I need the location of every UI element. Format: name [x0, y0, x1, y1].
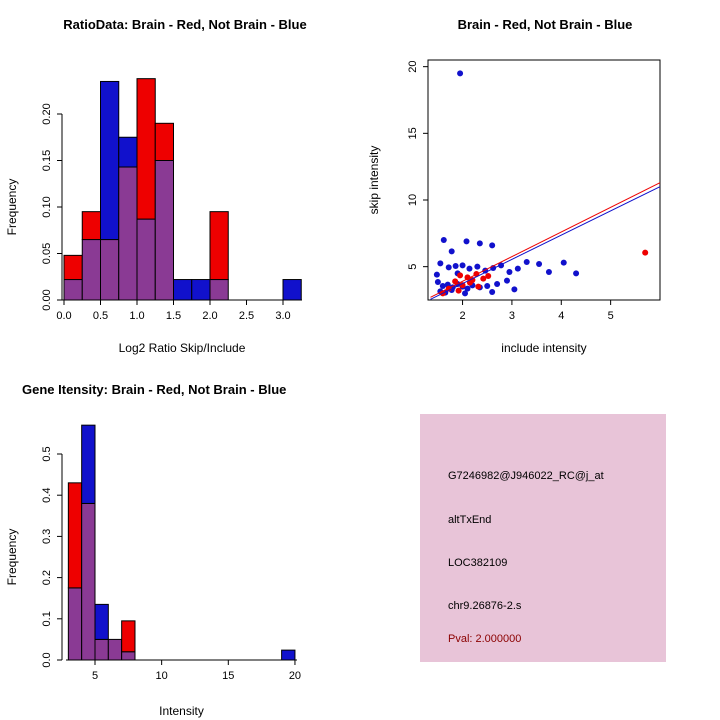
svg-text:5: 5 [608, 310, 614, 322]
hist-ratio-title: RatioData: Brain - Red, Not Brain - Blue [63, 17, 307, 32]
gene-symbol: LOC382109 [448, 557, 508, 569]
svg-text:2.0: 2.0 [202, 310, 217, 322]
svg-text:Log2 Ratio Skip/Include: Log2 Ratio Skip/Include [119, 341, 246, 355]
svg-text:5: 5 [407, 264, 419, 270]
svg-text:20: 20 [289, 670, 301, 682]
intensity-scatter-chart: 2 3 4 5 5 10 15 20 include intensity skip intensi… [367, 59, 661, 355]
svg-text:5: 5 [92, 670, 98, 682]
probe-id: G7246982@J946022_RC@j_at [448, 470, 604, 482]
svg-text:Frequency: Frequency [5, 179, 19, 236]
svg-text:0.00: 0.00 [41, 289, 53, 310]
svg-text:0.15: 0.15 [41, 150, 53, 171]
svg-text:4: 4 [558, 310, 564, 322]
svg-text:0.3: 0.3 [41, 529, 53, 544]
svg-text:Intensity: Intensity [159, 704, 204, 718]
svg-text:15: 15 [222, 670, 234, 682]
svg-text:20: 20 [407, 61, 419, 73]
svg-text:0.0: 0.0 [56, 310, 71, 322]
svg-text:0.20: 0.20 [41, 103, 53, 124]
svg-text:10: 10 [156, 670, 168, 682]
svg-text:0.10: 0.10 [41, 196, 53, 217]
svg-text:Frequency: Frequency [5, 529, 19, 586]
splice-event-type: altTxEnd [448, 514, 492, 526]
svg-text:skip intensity: skip intensity [367, 146, 381, 215]
svg-text:1.0: 1.0 [129, 310, 144, 322]
chromosome-location: chr9.26876-2.s [448, 600, 522, 612]
scatter-title: Brain - Red, Not Brain - Blue [457, 17, 633, 32]
svg-text:0.0: 0.0 [41, 652, 53, 667]
ratio-histogram-chart: 0.0 0.5 1.0 1.5 2.0 2.5 3.0 0.00 0.05 0.10 0.15 0.2… [5, 78, 302, 355]
svg-text:2: 2 [459, 310, 465, 322]
svg-text:0.5: 0.5 [41, 446, 53, 461]
gene-intensity-histogram-chart: 5 10 15 20 0.0 0.1 0.2 0.3 0.4 0.5 Intensity Freque… [5, 424, 301, 718]
svg-text:3.0: 3.0 [275, 310, 290, 322]
svg-text:0.1: 0.1 [41, 611, 53, 626]
svg-text:2.5: 2.5 [239, 310, 254, 322]
svg-text:15: 15 [407, 127, 419, 139]
svg-text:0.05: 0.05 [41, 243, 53, 264]
svg-text:include intensity: include intensity [501, 341, 586, 355]
hist-intensity-title: Gene Itensity: Brain - Red, Not Brain - … [22, 382, 287, 397]
gene-info-box: G7246982@J946022_RC@j_at altTxEnd LOC382… [420, 414, 666, 662]
svg-text:0.4: 0.4 [41, 488, 53, 503]
svg-text:0.5: 0.5 [93, 310, 108, 322]
svg-text:3: 3 [509, 310, 515, 322]
pval: Pval: 2.000000 [448, 633, 522, 645]
svg-text:0.2: 0.2 [41, 570, 53, 585]
svg-text:10: 10 [407, 194, 419, 206]
svg-text:1.5: 1.5 [166, 310, 181, 322]
